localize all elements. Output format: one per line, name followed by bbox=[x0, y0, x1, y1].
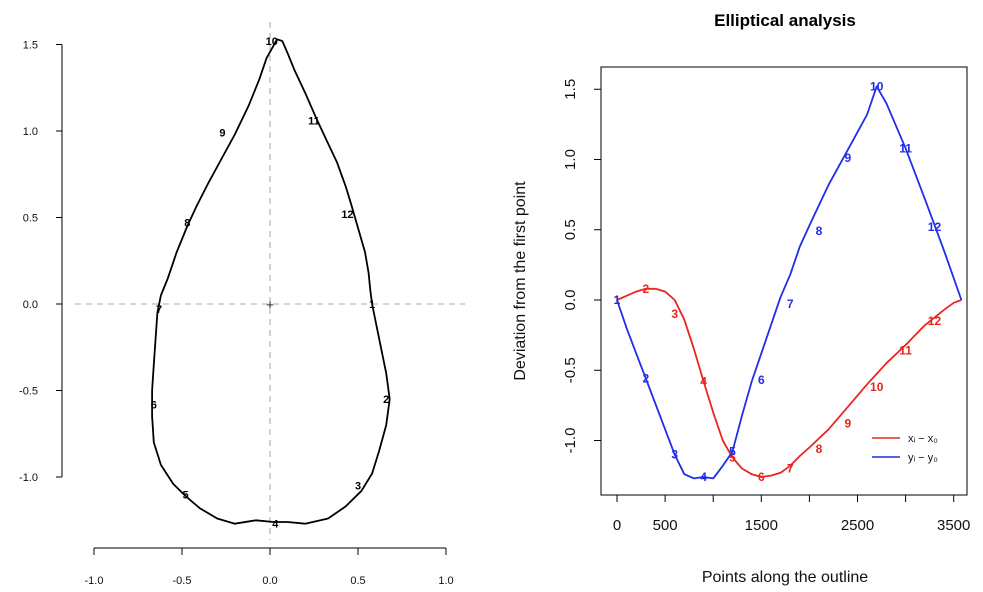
x-tick-label: 3500 bbox=[937, 517, 970, 534]
outline-marker-2: 2 bbox=[383, 394, 389, 406]
y-axis-title: Deviation from the first point bbox=[512, 181, 529, 381]
x-tick-label: 0.0 bbox=[262, 575, 277, 587]
x-axis-title: Points along the outline bbox=[702, 569, 868, 586]
series-y-marker-8: 8 bbox=[816, 224, 823, 238]
series-y-marker-11: 11 bbox=[899, 141, 912, 155]
y-tick-label: 0.5 bbox=[562, 219, 579, 240]
y-tick-label: -1.0 bbox=[19, 472, 38, 484]
series-y-marker-1: 1 bbox=[614, 293, 621, 307]
y-tick-label: 1.5 bbox=[23, 40, 38, 52]
series-line-y bbox=[616, 85, 963, 480]
x-tick-label: -0.5 bbox=[173, 575, 192, 587]
y-tick-label: 0.0 bbox=[562, 290, 579, 311]
y-tick-label: -0.5 bbox=[19, 386, 38, 398]
x-tick-label: -1.0 bbox=[85, 575, 104, 587]
y-tick-label: -0.5 bbox=[562, 357, 579, 383]
series-y-marker-2: 2 bbox=[643, 372, 650, 386]
plot-frame bbox=[600, 66, 968, 496]
series-line-x bbox=[616, 287, 962, 478]
series-x-marker-2: 2 bbox=[643, 282, 650, 296]
y-tick-label: 1.0 bbox=[23, 126, 38, 138]
outline-marker-6: 6 bbox=[151, 399, 157, 411]
series-y-marker-7: 7 bbox=[787, 297, 794, 311]
series-y-marker-9: 9 bbox=[845, 151, 852, 165]
x-tick-label: 1500 bbox=[745, 517, 778, 534]
y-tick-label: 0.0 bbox=[23, 299, 38, 311]
y-tick-label: 1.5 bbox=[562, 79, 579, 100]
series-x-marker-7: 7 bbox=[787, 462, 794, 476]
series-y-marker-3: 3 bbox=[671, 448, 678, 462]
outline-marker-3: 3 bbox=[355, 481, 361, 493]
legend-label: yᵢ − y₀ bbox=[908, 452, 938, 464]
series-x-marker-3: 3 bbox=[671, 307, 678, 321]
y-tick-label: 1.0 bbox=[562, 149, 579, 170]
outline-marker-9: 9 bbox=[219, 128, 225, 140]
chart-title: Elliptical analysis bbox=[714, 11, 856, 30]
x-tick-label: 2500 bbox=[841, 517, 874, 534]
y-tick-label: 0.5 bbox=[23, 213, 38, 225]
series-x-marker-4: 4 bbox=[700, 374, 707, 388]
series-x-marker-11: 11 bbox=[899, 344, 912, 358]
legend: xᵢ − x₀ yᵢ − y₀ bbox=[872, 433, 938, 464]
series-x-marker-6: 6 bbox=[758, 470, 765, 484]
series-y-marker-10: 10 bbox=[870, 79, 884, 93]
series-y-marker-6: 6 bbox=[758, 373, 765, 387]
series-x-marker-8: 8 bbox=[816, 442, 823, 456]
x-tick-label: 0 bbox=[613, 517, 621, 534]
series-x-marker-10: 10 bbox=[870, 380, 884, 394]
x-tick-label: 1.0 bbox=[438, 575, 453, 587]
outline-marker-4: 4 bbox=[272, 519, 279, 531]
outline-marker-5: 5 bbox=[182, 489, 188, 501]
series-y-marker-5: 5 bbox=[729, 445, 736, 459]
legend-label: xᵢ − x₀ bbox=[908, 433, 938, 445]
origin-marker: + bbox=[266, 297, 274, 312]
outline-marker-7: 7 bbox=[156, 304, 162, 316]
outline-marker-11: 11 bbox=[308, 116, 320, 128]
y-tick-label: -1.0 bbox=[562, 428, 579, 454]
series-x-marker-9: 9 bbox=[845, 417, 852, 431]
outline-marker-10: 10 bbox=[266, 36, 278, 48]
outline-marker-12: 12 bbox=[341, 209, 353, 221]
series-y-marker-4: 4 bbox=[700, 470, 707, 484]
leaf-outline bbox=[151, 38, 391, 525]
series-y-marker-12: 12 bbox=[928, 220, 942, 234]
series-x-marker-5: 5 bbox=[729, 450, 736, 464]
outline-marker-8: 8 bbox=[184, 218, 190, 230]
outline-marker-1: 1 bbox=[369, 299, 375, 311]
x-tick-label: 500 bbox=[653, 517, 678, 534]
x-tick-label: 0.5 bbox=[350, 575, 365, 587]
series-x-marker-12: 12 bbox=[928, 314, 942, 328]
